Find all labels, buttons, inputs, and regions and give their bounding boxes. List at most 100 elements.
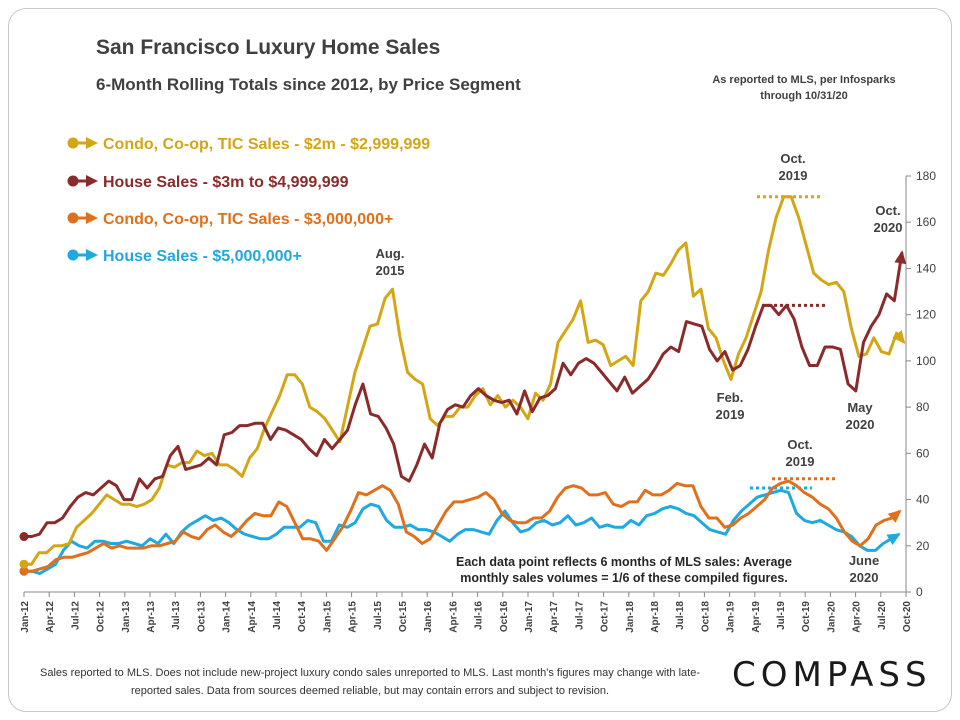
y-tick-label: 80 [916,400,930,414]
x-tick-label: Apr-13 [146,601,157,633]
x-tick-label: Jan-12 [20,601,31,633]
legend-arrow [86,249,98,261]
chart-subtitle: 6-Month Rolling Totals since 2012, by Pr… [96,75,521,94]
legend-arrow [86,175,98,187]
x-tick-label: Oct-19 [801,601,812,633]
y-tick-label: 100 [916,354,936,368]
x-tick-label: Jan-13 [121,601,132,633]
series-line [24,479,901,573]
annotation: Aug. 2015 [376,246,405,278]
x-tick-label: Apr-16 [448,601,459,633]
x-tick-label: Jul-16 [474,601,485,630]
annotation-line: Aug. [376,246,405,261]
series-start-marker [19,532,29,542]
x-tick-label: Jul-20 [877,601,888,630]
x-tick-label: Jan-14 [222,601,233,633]
footer-disclaimer: Sales reported to MLS. Does not include … [40,667,700,697]
x-tick-label: Oct-13 [196,601,207,633]
annotation: May 2020 [846,400,875,432]
series-start-marker [19,559,29,569]
x-tick-label: Jan-15 [322,601,333,633]
legend-dot [67,175,79,187]
annotation: Feb. 2019 [716,390,745,422]
series-end-arrow [887,509,902,523]
x-tick-label: Apr-18 [650,601,661,633]
y-tick-label: 40 [916,493,930,507]
legend-label: House Sales - $5,000,000+ [103,248,302,265]
chart-title: San Francisco Luxury Home Sales [96,36,441,59]
y-tick-label: 160 [916,215,936,229]
legend-arrow [86,137,98,149]
annotation: Oct. 2019 [779,151,808,183]
x-tick-label: Apr-12 [45,601,56,633]
x-tick-label: Apr-17 [549,601,560,633]
annotation: June 2020 [849,553,879,585]
legend-arrow [86,212,98,224]
x-tick-label: Jul-14 [272,601,283,630]
x-tick-label: Jul-19 [776,601,787,630]
annotation-line: 2020 [846,417,875,432]
source-note: As reported to MLS, per Infosparks throu… [712,74,896,102]
annotation-line: 2019 [786,454,815,469]
x-tick-label: Oct-14 [297,601,308,633]
x-tick-label: Jan-19 [726,601,737,633]
x-tick-label: Apr-15 [348,601,359,633]
annotation-line: 2020 [874,220,903,235]
series-end-arrow [886,533,901,545]
x-tick-label: Jan-20 [826,601,837,633]
legend-label: Condo, Co-op, TIC Sales - $3,000,000+ [103,211,393,228]
annotation-line: monthly sales volumes = 1/6 of these com… [460,571,788,585]
x-tick-label: Jul-12 [70,601,81,630]
series-line [24,488,900,575]
x-tick-label: Jul-13 [171,601,182,630]
annotation-line: May [847,400,873,415]
x-tick-label: Jan-18 [625,601,636,633]
series-end-arrow [894,250,907,265]
series-end-arrow [892,330,906,344]
plot-area: 0 20 40 60 80 100 120 140 160 180 Jan-12 Apr-12 Jul-… [19,136,936,633]
annotation-line: Oct. [787,437,812,452]
compass-logo: COMPASS [732,655,932,695]
x-tick-label: Oct-18 [700,601,711,633]
chart-card [8,8,952,712]
y-tick-label: 0 [916,585,923,599]
annotation-line: 2019 [779,168,808,183]
legend-dot [67,249,79,261]
x-tick-label: Oct-17 [600,601,611,633]
legend-label: Condo, Co-op, TIC Sales - $2m - $2,999,9… [103,136,430,153]
legend-label: House Sales - $3m to $4,999,999 [103,174,349,191]
annotation-line: 2019 [716,407,745,422]
annotation-line: Feb. [717,390,744,405]
legend-dot [67,212,79,224]
x-tick-label: Jul-15 [373,601,384,630]
x-tick-label: Oct-16 [499,601,510,633]
x-tick-label: Oct-15 [398,601,409,633]
annotation-line: 2020 [850,570,879,585]
x-tick-label: Jan-17 [524,601,535,633]
annotation-line: Oct. [780,151,805,166]
annotation: Oct. 2020 [874,203,903,235]
legend-dot [67,137,79,149]
y-tick-label: 180 [916,169,936,183]
series-start-marker [19,566,29,576]
x-tick-label: Apr-14 [247,601,258,633]
y-tick-label: 120 [916,308,936,322]
series-line [24,252,904,538]
x-tick-label: Oct-20 [902,601,913,633]
annotation-line: Each data point reflects 6 months of MLS… [456,555,792,569]
y-tick-label: 140 [916,261,936,275]
y-tick-label: 20 [916,539,930,553]
annotation: Oct. 2019 [786,437,815,469]
x-tick-label: Apr-20 [852,601,863,633]
y-tick-label: 60 [916,446,930,460]
annotation: Each data point reflects 6 months of MLS… [456,555,792,585]
x-tick-label: Jan-16 [423,601,434,633]
annotation-line: 2015 [376,263,405,278]
annotation-line: Oct. [875,203,900,218]
x-tick-label: Apr-19 [751,601,762,633]
annotation-line: June [849,553,879,568]
x-tick-label: Jul-17 [574,601,585,630]
x-tick-label: Jul-18 [675,601,686,630]
x-tick-label: Oct-12 [96,601,107,633]
